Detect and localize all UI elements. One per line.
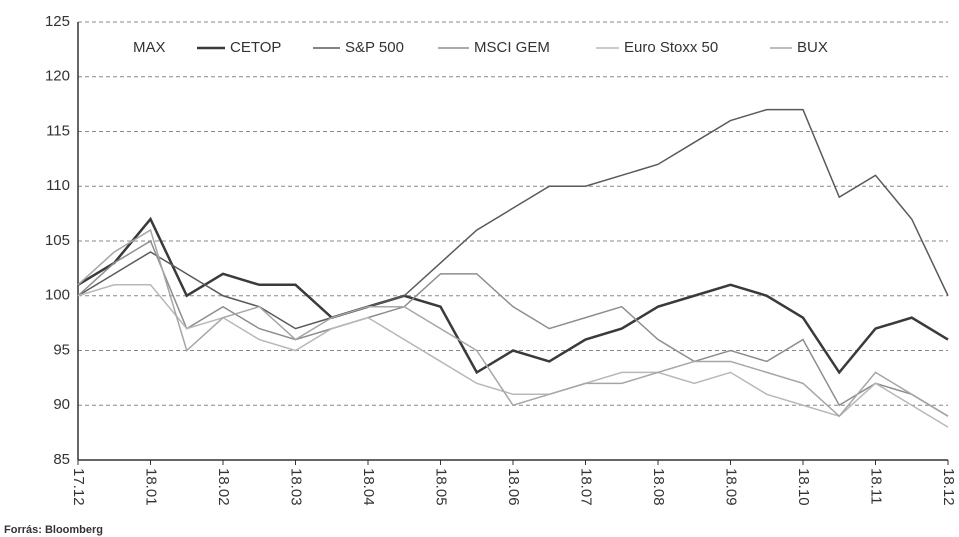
legend-label: Euro Stoxx 50 — [624, 39, 718, 56]
series-line — [77, 239, 949, 417]
y-tick-label: 125 — [45, 13, 70, 30]
x-tick-label: 18.05 — [433, 468, 450, 506]
x-tick-label: 18.08 — [650, 468, 667, 506]
x-tick-label: 18.10 — [795, 468, 812, 506]
x-tick-label: 18.06 — [505, 468, 522, 506]
y-tick-label: 90 — [53, 396, 70, 413]
x-tick-label: 18.04 — [360, 468, 377, 506]
y-tick-label: 110 — [46, 177, 70, 194]
series-line — [77, 228, 949, 418]
x-tick-label: 18.11 — [868, 468, 885, 504]
series-line — [77, 216, 949, 375]
x-tick-label: 18.02 — [215, 468, 232, 506]
y-tick-label: 120 — [45, 68, 70, 85]
legend-label: MSCI GEM — [474, 39, 550, 56]
x-tick-label: 18.09 — [723, 468, 740, 506]
series-line — [77, 108, 949, 330]
x-tick-label: 18.03 — [288, 468, 305, 506]
y-tick-label: 95 — [53, 341, 70, 358]
x-tick-label: 18.07 — [578, 468, 595, 506]
x-tick-label: 18.01 — [143, 468, 160, 506]
legend-label: S&P 500 — [345, 39, 404, 56]
x-tick-label: 18.12 — [940, 468, 957, 506]
legend-label: BUX — [797, 39, 828, 56]
source: Forrás: Bloomberg — [4, 524, 103, 536]
x-tick-label: 17.12 — [70, 468, 87, 506]
y-tick-label: 105 — [45, 232, 70, 249]
y-tick-label: 100 — [45, 287, 70, 304]
y-tick-label: 115 — [46, 122, 70, 139]
y-tick-label: 85 — [53, 451, 70, 468]
legend-title: MAX — [133, 39, 166, 56]
legend-label: CETOP — [230, 39, 281, 56]
